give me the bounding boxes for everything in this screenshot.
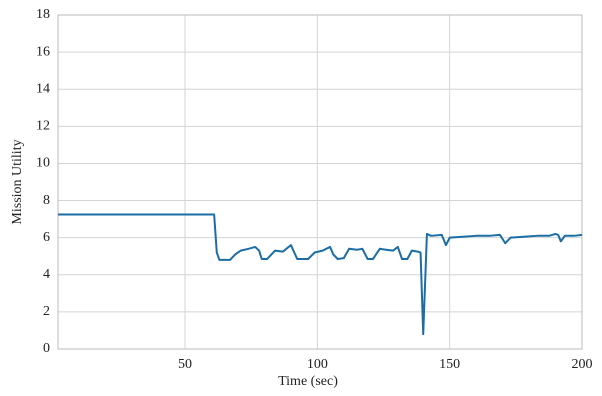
y-axis-label: Mission Utility xyxy=(10,139,25,224)
y-tick-label: 12 xyxy=(36,119,50,134)
y-tick-label: 2 xyxy=(43,304,50,319)
y-tick-label: 8 xyxy=(43,193,50,208)
y-tick-label: 6 xyxy=(43,230,50,245)
y-tick-label: 4 xyxy=(43,267,50,282)
plot-frame xyxy=(57,14,583,350)
y-tick-label: 10 xyxy=(36,156,50,171)
y-tick-label: 16 xyxy=(36,44,50,59)
x-tick-label: 50 xyxy=(178,357,192,372)
y-tick-label: 14 xyxy=(36,81,50,96)
x-axis-label: Time (sec) xyxy=(278,374,338,389)
y-tick-label: 18 xyxy=(36,7,50,22)
x-tick-label: 100 xyxy=(307,357,328,372)
x-tick-label: 150 xyxy=(439,357,460,372)
x-tick-label: 200 xyxy=(572,357,593,372)
y-tick-label: 0 xyxy=(43,341,50,356)
data-line xyxy=(58,213,583,336)
